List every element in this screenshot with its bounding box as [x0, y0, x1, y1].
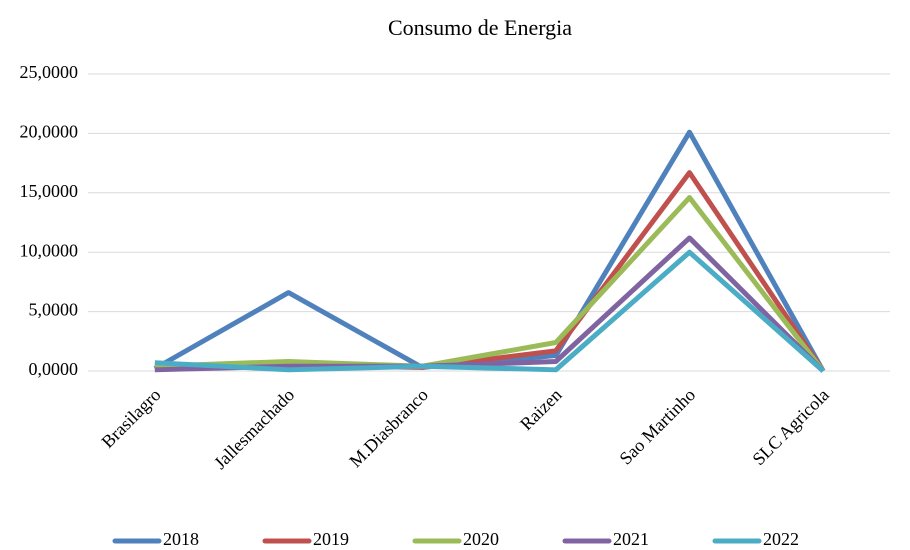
legend-label: 2018 [163, 529, 199, 549]
y-tick-label: 5,0000 [29, 300, 79, 320]
series-line [154, 195, 826, 373]
legend-label: 2019 [313, 529, 349, 549]
y-tick-label: 20,0000 [20, 122, 79, 142]
series-line [154, 249, 825, 373]
chart-title: Consumo de Energia [388, 15, 572, 40]
x-tick-label: Sao Martinho [615, 385, 699, 469]
y-tick-label: 15,0000 [20, 181, 79, 201]
x-tick-label: Brasilagro [97, 385, 164, 452]
legend-label: 2021 [613, 529, 649, 549]
x-tick-label: Raizen [516, 385, 565, 434]
legend-label: 2020 [463, 529, 499, 549]
series-line [154, 235, 825, 373]
series-line [153, 129, 826, 373]
x-tick-label: Jallesmachado [210, 385, 298, 473]
legend-label: 2022 [763, 529, 799, 549]
x-tick-label: SLC Agricola [748, 385, 833, 470]
y-tick-label: 25,0000 [20, 62, 79, 82]
y-tick-label: 0,0000 [29, 359, 79, 379]
x-tick-label: M.Diasbranco [345, 385, 432, 472]
y-tick-label: 10,0000 [20, 240, 79, 260]
